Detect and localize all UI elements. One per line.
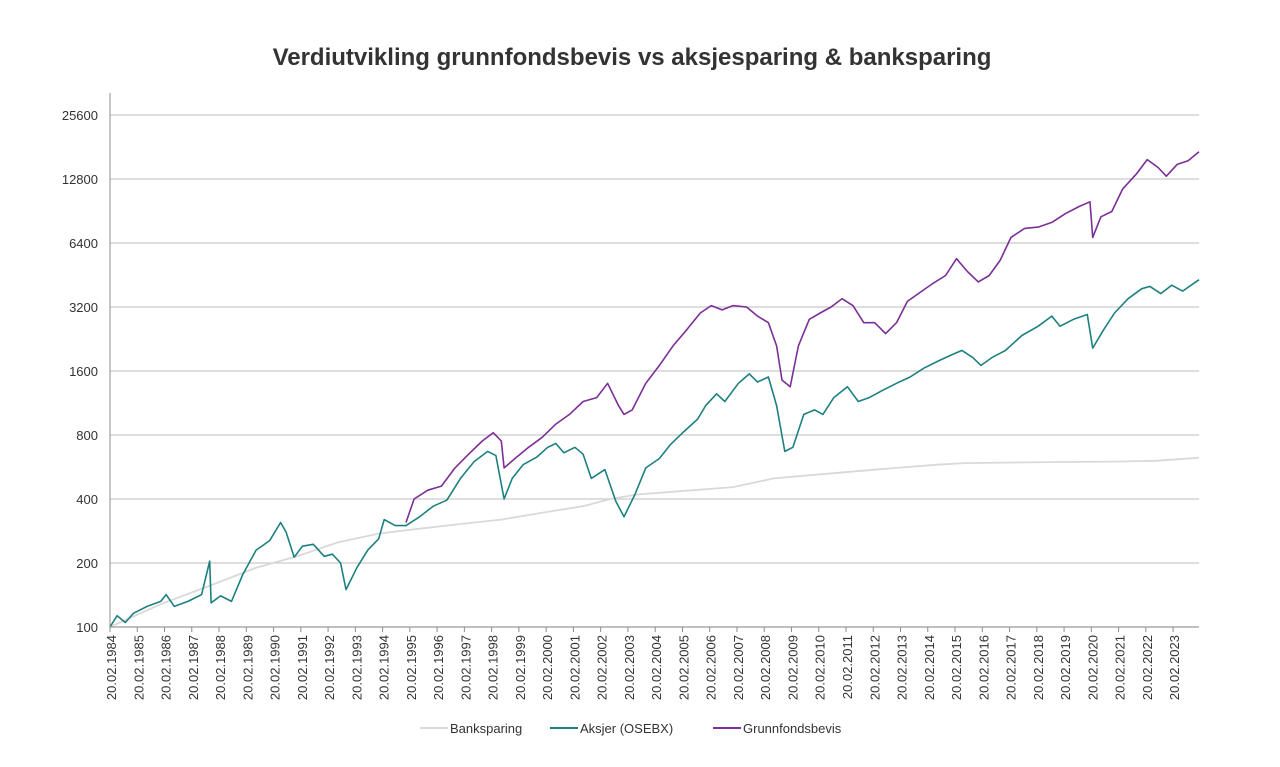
x-tick-label: 20.02.1992 [322,635,337,700]
x-tick-label: 20.02.2011 [840,635,855,699]
axes [109,93,1199,628]
x-tick-label: 20.02.1999 [513,635,528,700]
y-tick-label: 12800 [62,172,98,187]
legend-label: Grunnfondsbevis [743,721,842,736]
x-tick-label: 20.02.2001 [567,635,582,700]
x-tick-label: 20.02.1988 [213,635,228,700]
x-tick-label: 20.02.1995 [404,635,419,700]
x-tick-label: 20.02.1987 [186,635,201,700]
x-tick-label: 20.02.2000 [540,635,555,700]
x-tick-label: 20.02.2017 [1004,635,1019,700]
series-lines [109,151,1200,628]
x-tick-label: 20.02.1989 [240,635,255,700]
x-tick-label: 20.02.2007 [731,635,746,700]
x-tick-label: 20.02.2006 [704,635,719,700]
x-tick-label: 20.02.2023 [1167,635,1182,700]
x-tick-label: 20.02.2003 [622,635,637,700]
x-tick-label: 20.02.1997 [458,635,473,700]
y-tick-label: 1600 [69,364,98,379]
y-axis-ticks: 100 200 400 800 1600 3200 6400 12800 25600 [62,108,98,635]
y-tick-label: 800 [76,428,98,443]
x-tick-label: 20.02.2015 [949,635,964,700]
x-tick-label: 20.02.2013 [895,635,910,700]
x-tick-label: 20.02.1986 [159,635,174,700]
y-tick-label: 400 [76,492,98,507]
x-tick-label: 20.02.2014 [922,635,937,700]
x-tick-label: 20.02.1993 [349,635,364,700]
y-tick-label: 25600 [62,108,98,123]
series-line-1 [109,279,1200,628]
x-tick-label: 20.02.1994 [377,635,392,700]
x-tick-label: 20.02.1984 [104,635,119,700]
y-tick-label: 6400 [69,236,98,251]
x-tick-label: 20.02.2008 [758,635,773,700]
x-tick-label: 20.02.2005 [676,635,691,700]
y-tick-label: 100 [76,620,98,635]
x-tick-label: 20.02.1985 [131,635,146,700]
x-axis-ticks: 20.02.1984 20.02.1985 20.02.1986 20.02.1987… [104,627,1182,700]
x-tick-label: 20.02.2022 [1140,635,1155,700]
series-line-2 [405,151,1200,523]
legend: Banksparing Aksjer (OSEBX) Grunnfondsbevis [420,721,842,736]
x-tick-label: 20.02.2021 [1113,635,1128,700]
x-tick-label: 20.02.1998 [486,635,501,700]
x-tick-label: 20.02.2020 [1085,635,1100,700]
x-tick-label: 20.02.2010 [813,635,828,700]
x-tick-label: 20.02.2004 [649,635,664,700]
legend-label: Aksjer (OSEBX) [580,721,673,736]
x-tick-label: 20.02.1996 [431,635,446,700]
legend-label: Banksparing [450,721,522,736]
x-tick-label: 20.02.2018 [1031,635,1046,700]
x-tick-label: 20.02.2012 [867,635,882,700]
x-tick-label: 20.02.1991 [295,635,310,700]
x-tick-label: 20.02.2002 [595,635,610,700]
x-tick-label: 20.02.2009 [785,635,800,700]
chart-title: Verdiutvikling grunnfondsbevis vs aksjes… [272,44,992,71]
x-tick-label: 20.02.2016 [976,635,991,700]
series-line-0 [109,456,1200,628]
y-tick-label: 200 [76,556,98,571]
x-tick-label: 20.02.2019 [1058,635,1073,700]
x-tick-label: 20.02.1990 [268,635,283,700]
y-tick-label: 3200 [69,300,98,315]
